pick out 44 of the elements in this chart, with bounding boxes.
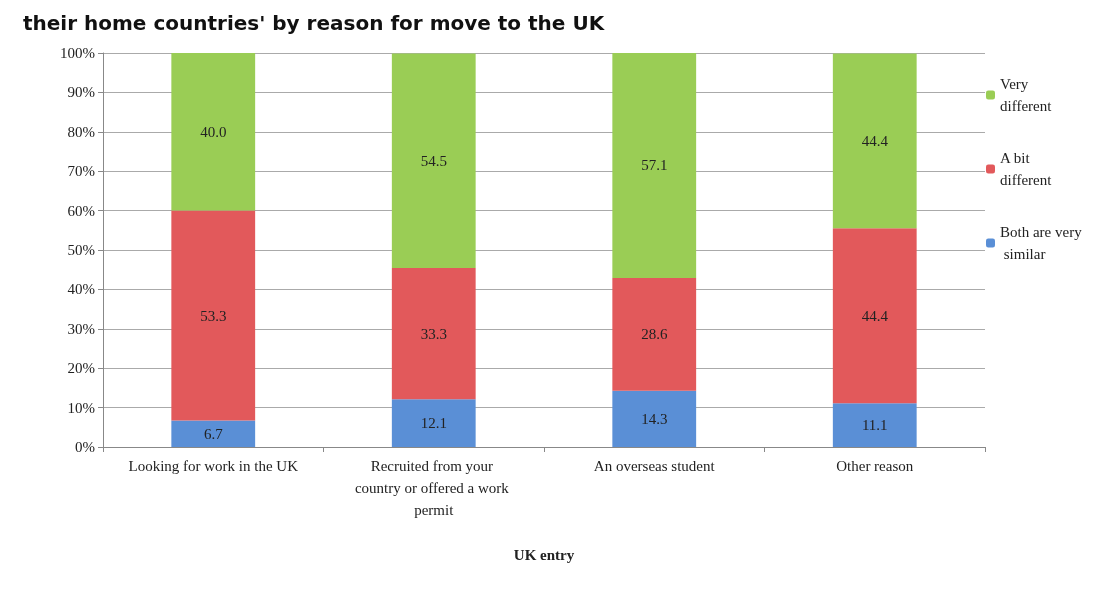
bar (832, 403, 917, 447)
data-label: 28.6 (641, 326, 668, 343)
data-label: 12.1 (420, 415, 447, 432)
data-label: 33.3 (420, 325, 447, 342)
legend-label: A bit different (1000, 150, 1053, 188)
y-tick-label: 30% (67, 320, 95, 337)
bar (171, 210, 256, 421)
bar (391, 399, 476, 447)
y-tick-label: 20% (67, 360, 95, 377)
bar (612, 277, 697, 391)
data-label: 11.1 (861, 417, 888, 434)
legend-label: Very different (1000, 76, 1053, 114)
data-label: 54.5 (420, 152, 447, 169)
data-label: 6.7 (203, 425, 224, 442)
bar (612, 390, 697, 447)
y-tick-label: 70% (67, 163, 95, 180)
bar (832, 53, 917, 229)
legend-label: Both are very similar (1000, 224, 1083, 262)
bar (171, 53, 256, 211)
data-label: 53.3 (200, 307, 227, 324)
data-label: 57.1 (641, 157, 668, 174)
y-tick-label: 60% (67, 202, 95, 219)
data-label: 44.4 (861, 307, 889, 324)
y-tick-label: 50% (67, 242, 95, 258)
bar (391, 268, 476, 400)
bar (171, 420, 256, 447)
y-tick-label: 0% (75, 439, 95, 455)
y-tick-label: 80% (67, 123, 95, 140)
data-label: 14.3 (641, 410, 668, 427)
data-label: 44.4 (861, 132, 889, 149)
bar (612, 53, 697, 278)
x-axis-title: UK entry (513, 546, 575, 563)
bar (832, 228, 917, 404)
y-tick-label: 40% (67, 281, 95, 298)
chart-title: their home countries' by reason for move to the UK (23, 11, 606, 35)
x-tick-label: Other reason (836, 458, 914, 474)
y-tick-label: 10% (67, 399, 95, 416)
data-label: 40.0 (200, 123, 227, 140)
bar (391, 53, 476, 269)
y-tick-label: 90% (67, 84, 95, 101)
x-tick-label: Recruited from your country or offered a work permit (354, 458, 513, 518)
y-tick-label: 100% (60, 45, 95, 61)
x-tick-label: Looking for work in the UK (128, 458, 299, 474)
x-tick-label: An overseas student (593, 458, 716, 474)
